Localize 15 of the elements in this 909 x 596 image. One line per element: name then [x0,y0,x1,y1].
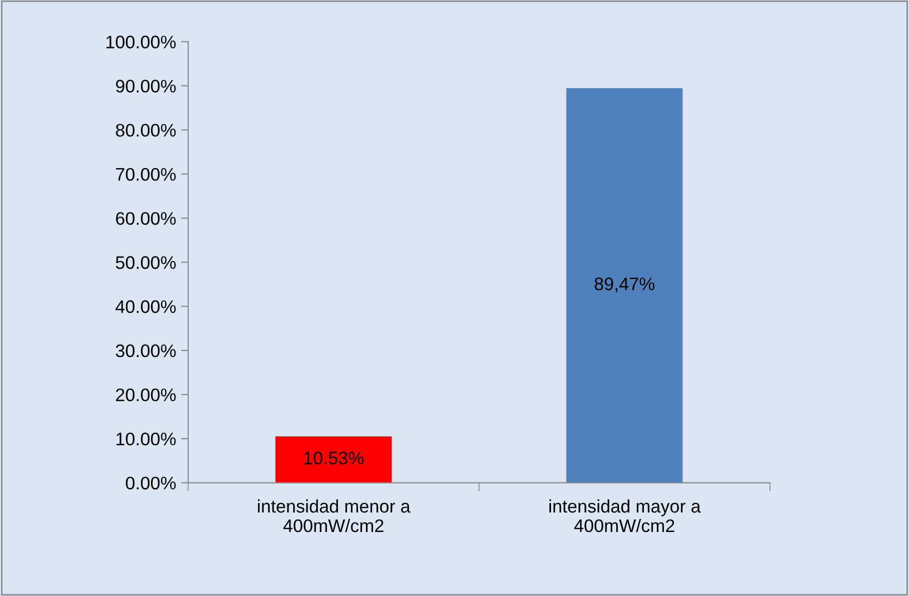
y-tick-label: 20.00% [116,388,176,402]
y-tick-label: 0.00% [126,476,176,490]
y-tick-label: 50.00% [116,256,176,269]
y-tick-label: 10.00% [116,432,176,446]
x-tick-label: intensidad mayor a 400mW/cm2 [549,499,701,532]
y-tick-label: 90.00% [116,80,176,93]
data-label: 89,47% [594,278,654,292]
data-label: 10.53% [304,452,364,464]
y-tick-label: 40.00% [116,300,176,314]
x-tick-label: intensidad menor a 400mW/cm2 [258,499,410,532]
y-tick-label: 70.00% [116,168,176,181]
y-tick-label: 60.00% [116,212,176,225]
y-tick-label: 30.00% [116,344,176,358]
y-tick-label: 80.00% [116,124,176,137]
y-tick-label: 100.00% [106,36,176,48]
